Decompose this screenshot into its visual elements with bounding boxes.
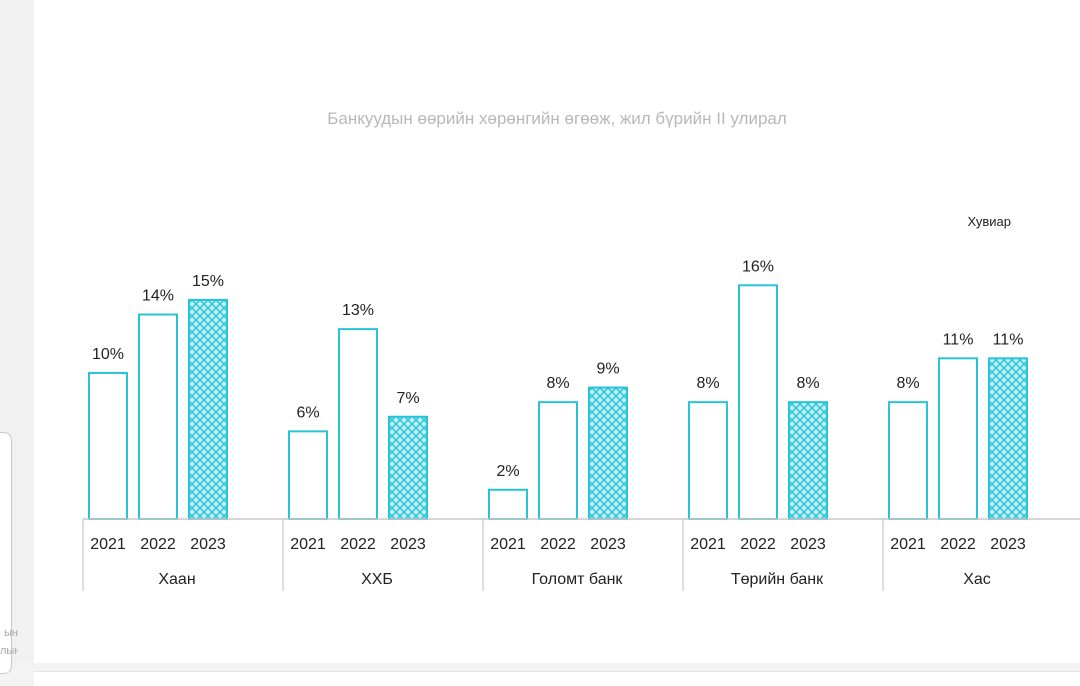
left-card-edge xyxy=(0,432,12,674)
year-tick-label: 2021 xyxy=(90,536,126,553)
year-tick-label: 2023 xyxy=(390,536,426,553)
group-label: ХХБ xyxy=(361,571,393,588)
value-label: 8% xyxy=(796,375,819,392)
bar-4-2021 xyxy=(888,401,928,521)
bar-4-2023 xyxy=(988,357,1028,521)
bar-1-2021 xyxy=(288,430,328,521)
value-label: 9% xyxy=(596,361,619,378)
year-tick-label: 2021 xyxy=(490,536,526,553)
group-label: Голомт банк xyxy=(532,571,624,588)
bar-2-2022 xyxy=(538,401,578,521)
year-tick-label: 2023 xyxy=(790,536,826,553)
side-text-fragment-1: ын xyxy=(4,627,18,639)
value-label: 16% xyxy=(742,258,774,275)
value-label: 7% xyxy=(396,390,419,407)
next-panel-edge xyxy=(34,671,1080,686)
bar-0-2022 xyxy=(138,313,178,520)
bar-0-2023 xyxy=(188,298,228,520)
value-label: 10% xyxy=(92,346,124,363)
bar-0-2021 xyxy=(88,371,128,520)
bar-1-2023 xyxy=(388,415,428,520)
group-label: Хаан xyxy=(158,571,195,588)
bar-4-2022 xyxy=(938,357,978,521)
bar-2-2023 xyxy=(588,386,628,520)
year-tick-label: 2022 xyxy=(540,536,576,553)
bar-2-2021 xyxy=(488,488,528,520)
bar-3-2022 xyxy=(738,284,778,521)
value-label: 8% xyxy=(696,375,719,392)
value-label: 11% xyxy=(993,331,1024,348)
value-label: 8% xyxy=(896,375,919,392)
year-tick-label: 2021 xyxy=(690,536,726,553)
year-tick-label: 2023 xyxy=(990,536,1026,553)
bar-3-2021 xyxy=(688,401,728,521)
value-label: 11% xyxy=(943,331,974,348)
value-label: 15% xyxy=(192,273,224,290)
chart-title: Банкуудын өөрийн хөрөнгийн өгөөж, жил бү… xyxy=(327,109,787,128)
value-label: 2% xyxy=(496,463,519,480)
year-tick-label: 2022 xyxy=(940,536,976,553)
bar-1-2022 xyxy=(338,328,378,520)
year-tick-label: 2022 xyxy=(340,536,376,553)
year-tick-label: 2022 xyxy=(140,536,176,553)
value-label: 13% xyxy=(342,302,374,319)
year-tick-label: 2022 xyxy=(740,536,776,553)
year-tick-label: 2021 xyxy=(890,536,926,553)
group-label: Төрийн банк xyxy=(731,571,824,588)
year-tick-label: 2021 xyxy=(290,536,326,553)
group-label: Хас xyxy=(963,571,991,588)
year-tick-label: 2023 xyxy=(190,536,226,553)
unit-label: Хувиар xyxy=(967,214,1011,229)
value-label: 14% xyxy=(142,288,174,305)
side-text-fragment-2: лын xyxy=(0,645,18,657)
value-label: 6% xyxy=(296,404,319,421)
year-tick-label: 2023 xyxy=(590,536,626,553)
bar-3-2023 xyxy=(788,401,828,521)
value-label: 8% xyxy=(546,375,569,392)
